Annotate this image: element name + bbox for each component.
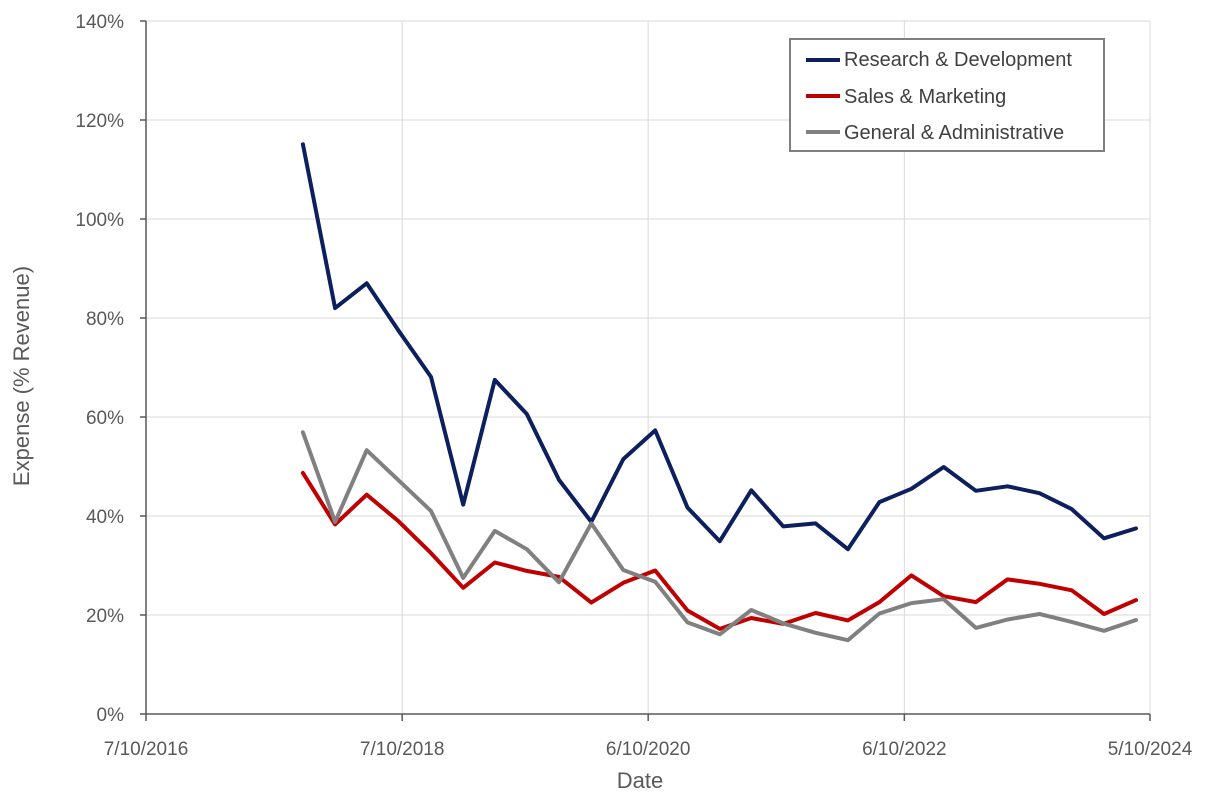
x-tick-label: 7/10/2016 xyxy=(104,739,189,760)
series-lines xyxy=(300,142,1138,643)
y-axis-title: Expense (% Revenue) xyxy=(9,266,34,486)
y-tick-label: 80% xyxy=(86,309,124,330)
y-tick-label: 20% xyxy=(86,606,124,627)
series-line-research-development xyxy=(300,142,1138,552)
x-tick-label: 7/10/2018 xyxy=(360,739,445,760)
y-tick-label: 40% xyxy=(86,507,124,528)
legend-label-ga: General & Administrative xyxy=(844,122,1064,144)
series-line-general-administrative xyxy=(300,430,1138,643)
legend-box xyxy=(789,38,1105,152)
y-tick-label: 120% xyxy=(75,111,124,132)
y-tick-label: 0% xyxy=(97,705,125,726)
gridlines xyxy=(146,20,1151,714)
y-tick-label: 100% xyxy=(75,210,124,231)
legend-label-sm: Sales & Marketing xyxy=(844,86,1006,108)
x-axis-title: Date xyxy=(617,768,663,793)
legend: Research & Development Sales & Marketing… xyxy=(789,38,1105,152)
x-tick-label: 6/10/2022 xyxy=(862,739,947,760)
tick-labels: 0% 20% 40% 60% 80% 100% 120% 140% 7/10/2016 7/10/… xyxy=(75,12,1192,760)
y-tick-label: 140% xyxy=(75,12,124,33)
x-tick-label: 5/10/2024 xyxy=(1108,739,1193,760)
x-tick-label: 6/10/2020 xyxy=(606,739,691,760)
series-line-sales-marketing xyxy=(300,470,1138,631)
y-tick-label: 60% xyxy=(86,408,124,429)
axes xyxy=(140,20,1151,721)
legend-label-rd: Research & Development xyxy=(844,49,1072,71)
